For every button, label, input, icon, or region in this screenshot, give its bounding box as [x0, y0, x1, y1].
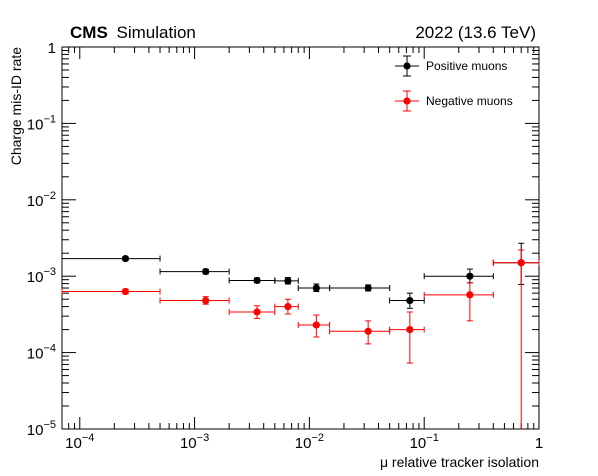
- data-point: [159, 296, 230, 305]
- data-point: [61, 254, 161, 263]
- data-point: [228, 305, 276, 319]
- legend-label: Negative muons: [426, 94, 513, 108]
- x-tick-label: 10−3: [180, 432, 209, 452]
- data-point: [159, 267, 230, 276]
- marker: [284, 277, 292, 285]
- data-point: [423, 268, 494, 284]
- data-point: [492, 249, 540, 429]
- legend-item-2: Negative muons: [395, 90, 513, 112]
- marker: [406, 296, 414, 305]
- data-point: [61, 287, 161, 296]
- data-point: [492, 242, 540, 285]
- y-tick-label: 10−1: [27, 113, 56, 133]
- marker: [364, 327, 372, 335]
- marker: [253, 276, 261, 285]
- legend: Positive muons Negative muons: [395, 55, 513, 112]
- data-series: [61, 242, 540, 429]
- marker: [466, 272, 474, 280]
- marker: [253, 308, 261, 316]
- data-point: [297, 283, 331, 293]
- x-tick-label: 1: [535, 435, 543, 452]
- marker: [121, 287, 130, 296]
- svg-text:CMS Simulation: CMS Simulation: [70, 23, 196, 42]
- series-2: [61, 249, 540, 429]
- y-tick-label: 10−2: [27, 190, 56, 210]
- marker: [517, 259, 525, 267]
- x-tick-label: 10−4: [65, 432, 94, 452]
- y-tick-label: 1: [48, 40, 56, 57]
- data-point: [423, 282, 494, 322]
- simulation-label: Simulation: [117, 23, 196, 42]
- marker: [406, 326, 414, 334]
- data-point: [274, 277, 299, 285]
- marker: [202, 267, 210, 276]
- plot-header: CMS Simulation 2022 (13.6 TeV): [70, 23, 536, 42]
- plot-frame: [61, 46, 540, 430]
- data-point: [329, 284, 391, 292]
- legend-label: Positive muons: [426, 59, 507, 73]
- data-point: [228, 276, 276, 285]
- marker: [364, 284, 372, 292]
- marker: [466, 291, 474, 299]
- marker: [284, 303, 292, 311]
- energy-label: 2022 (13.6 TeV): [415, 23, 536, 42]
- y-tick-label: 10−4: [27, 343, 56, 363]
- marker: [121, 254, 130, 263]
- marker: [312, 284, 320, 292]
- y-tick-labels: 10−5 10−4 10−3 10−2 10−1 1: [27, 40, 56, 439]
- legend-item-1: Positive muons: [395, 55, 507, 77]
- data-point: [329, 320, 391, 345]
- y-tick-label: 10−3: [27, 266, 56, 286]
- data-point: [389, 292, 425, 309]
- legend-marker: [403, 62, 411, 70]
- axis-ticks: [61, 46, 540, 430]
- x-tick-labels: 10−4 10−3 10−2 10−1 1: [65, 432, 543, 452]
- data-point: [274, 298, 299, 315]
- x-tick-label: 10−2: [295, 432, 324, 452]
- y-axis-title: Charge mis-ID rate: [8, 47, 24, 165]
- experiment-label: CMS: [70, 23, 108, 42]
- data-point: [389, 311, 425, 364]
- marker: [312, 321, 320, 329]
- x-tick-label: 10−1: [410, 432, 439, 452]
- y-tick-label: 10−5: [27, 419, 56, 439]
- marker: [202, 296, 210, 305]
- series-1: [61, 242, 540, 309]
- x-axis-title: μ relative tracker isolation: [380, 454, 539, 470]
- data-point: [297, 314, 331, 338]
- legend-marker: [403, 97, 411, 105]
